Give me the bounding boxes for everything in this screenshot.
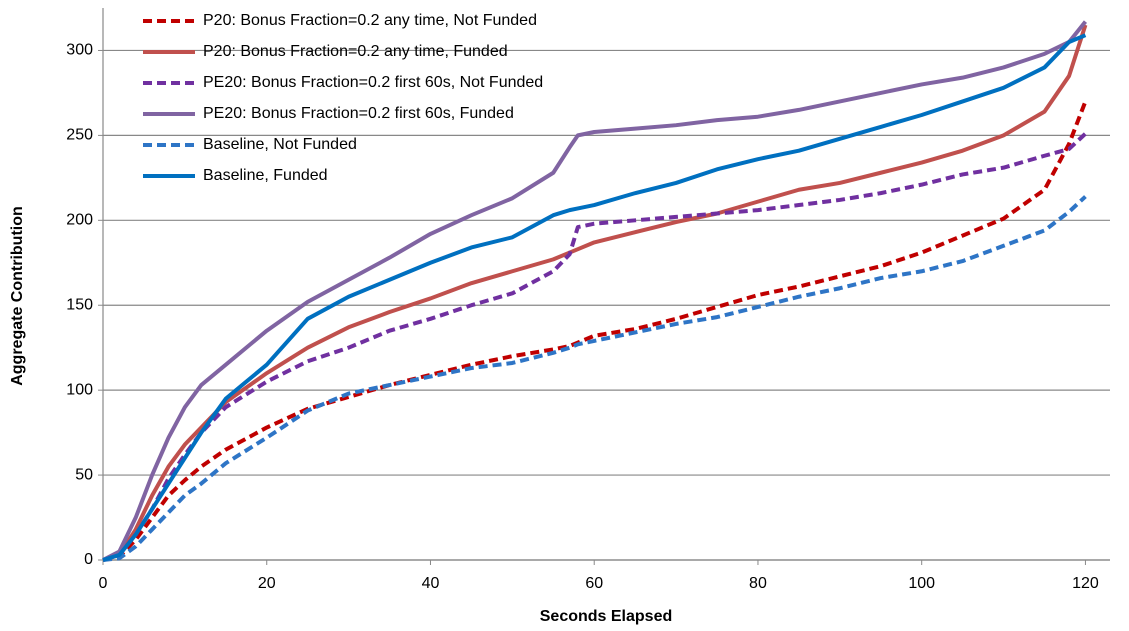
series-line xyxy=(102,195,1087,562)
y-tick-label: 50 xyxy=(75,466,93,483)
legend-label: Baseline, Funded xyxy=(203,167,328,184)
series-line xyxy=(102,20,1087,562)
y-axis-title: Aggregate Contribution xyxy=(9,206,26,386)
x-tick-label: 0 xyxy=(99,575,108,592)
legend-label: PE20: Bonus Fraction=0.2 first 60s, Not … xyxy=(203,74,543,91)
legend-label: Baseline, Not Funded xyxy=(203,136,357,153)
y-tick-label: 300 xyxy=(66,42,93,59)
series-line xyxy=(102,100,1088,562)
legend-label: P20: Bonus Fraction=0.2 any time, Not Fu… xyxy=(203,12,537,29)
x-tick-label: 20 xyxy=(258,575,276,592)
x-tick-label: 100 xyxy=(908,575,935,592)
y-tick-label: 100 xyxy=(66,381,93,398)
series-line xyxy=(102,24,1088,562)
x-tick-label: 60 xyxy=(585,575,603,592)
legend-label: P20: Bonus Fraction=0.2 any time, Funded xyxy=(203,43,508,60)
x-tick-label: 40 xyxy=(422,575,440,592)
series-line xyxy=(102,33,1087,562)
x-axis-title: Seconds Elapsed xyxy=(540,608,673,625)
x-tick-label: 80 xyxy=(749,575,767,592)
x-tick-label: 120 xyxy=(1072,575,1099,592)
y-tick-label: 250 xyxy=(66,127,93,144)
y-tick-label: 0 xyxy=(84,551,93,568)
y-tick-label: 150 xyxy=(66,296,93,313)
y-tick-label: 200 xyxy=(66,212,93,229)
legend-label: PE20: Bonus Fraction=0.2 first 60s, Fund… xyxy=(203,105,514,122)
